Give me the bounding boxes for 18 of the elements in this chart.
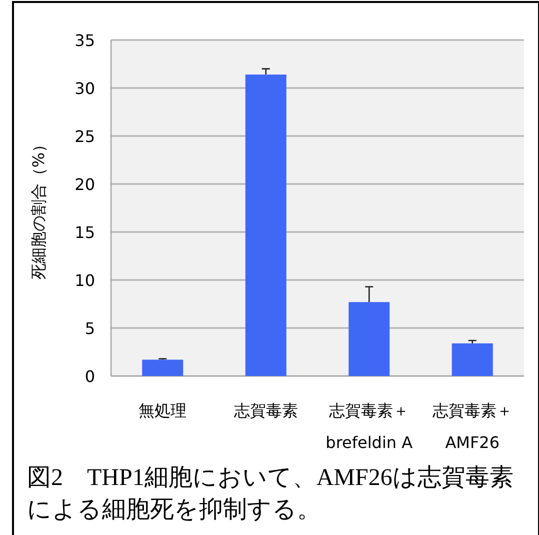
y-tick-label: 35 — [74, 31, 95, 50]
bar — [348, 302, 390, 376]
y-axis-title: 死細胞の割合（%） — [29, 136, 48, 280]
y-tick-label: 10 — [74, 271, 95, 290]
x-tick-label: 志賀毒素 — [234, 401, 298, 420]
bar — [245, 74, 286, 376]
x-tick-label: 志賀毒素＋ brefeldin A — [326, 401, 413, 452]
x-tick-label: 無処理 — [138, 401, 187, 420]
bar — [142, 360, 184, 376]
y-tick-label: 0 — [84, 367, 95, 386]
y-tick-label: 5 — [84, 319, 95, 338]
text: 図2 THP1細胞において、AMF26は志賀毒素による細胞死を抑制する。 — [27, 464, 514, 525]
y-tick-label: 30 — [74, 79, 95, 98]
bar — [452, 343, 493, 376]
y-tick-label: 15 — [74, 223, 95, 242]
x-tick-label: 志賀毒素＋ AMF26 — [432, 401, 512, 452]
y-tick-label: 20 — [74, 175, 95, 194]
y-tick-label: 25 — [74, 127, 95, 146]
